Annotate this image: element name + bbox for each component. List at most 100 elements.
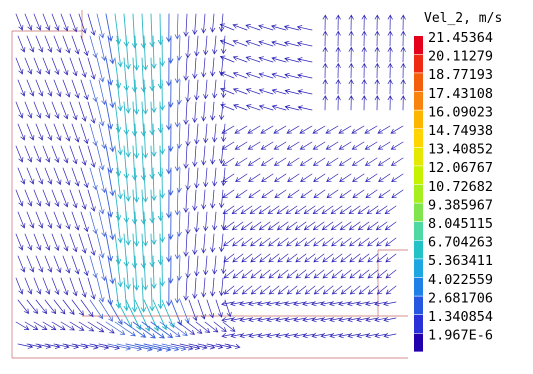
vector-arrow-135 <box>89 167 98 191</box>
vector-arrow-550 <box>330 205 343 215</box>
vector-arrow-101 <box>71 123 80 143</box>
vector-arrow-469 <box>234 125 248 134</box>
vector-arrow-606 <box>322 253 334 263</box>
vector-arrow-381 <box>224 299 232 318</box>
vector-arrow-434 <box>335 62 341 79</box>
legend-label-15: 1.340854 <box>428 309 493 325</box>
legend-label-11: 6.704263 <box>428 235 493 251</box>
vector-arrow-513 <box>261 173 274 183</box>
vector-arrow-368 <box>219 13 225 33</box>
vector-arrow-522 <box>378 173 391 183</box>
legend-swatch-7 <box>414 166 423 185</box>
vector-arrow-261 <box>159 123 165 155</box>
vector-arrow-50 <box>42 57 51 75</box>
vector-arrow-646 <box>340 285 352 295</box>
vector-arrow-109 <box>71 299 84 316</box>
vector-arrow-317 <box>188 299 198 322</box>
vector-arrow-238 <box>141 321 165 339</box>
vector-arrow-165 <box>107 123 115 153</box>
vector-arrow-547 <box>303 205 316 215</box>
vector-arrow-647 <box>349 285 361 295</box>
vector-arrow-290 <box>174 57 180 84</box>
vector-arrow-429 <box>258 72 274 79</box>
vector-arrow-670 <box>383 301 397 307</box>
legend-swatch-5 <box>414 129 423 147</box>
vector-arrow-379 <box>221 255 227 275</box>
vector-arrow-508 <box>377 157 391 166</box>
vector-arrow-307 <box>185 79 191 103</box>
vector-arrow-498 <box>247 157 261 166</box>
vector-arrow-688 <box>374 317 388 323</box>
vector-arrow-376 <box>219 189 225 209</box>
vector-arrow-77 <box>53 299 66 315</box>
vector-arrow-678 <box>284 317 298 323</box>
vector-arrow-571 <box>348 221 361 231</box>
vector-arrow-411 <box>400 30 406 47</box>
vector-arrow-143 <box>89 343 110 350</box>
vector-arrow-566 <box>303 221 316 231</box>
vector-arrow-103 <box>71 167 80 187</box>
vector-arrow-654 <box>239 301 253 307</box>
vector-arrow-174 <box>105 321 126 335</box>
vector-arrow-215 <box>133 167 140 203</box>
vector-arrow-432 <box>297 73 313 79</box>
vector-arrow-122 <box>78 233 87 254</box>
vector-arrow-459 <box>284 105 300 111</box>
vector-arrow-507 <box>364 157 378 166</box>
vector-arrow-313 <box>185 211 191 235</box>
vector-arrow-665 <box>338 301 352 307</box>
vector-arrow-361 <box>212 211 218 231</box>
vector-arrow-690 <box>221 333 235 339</box>
vector-arrow-64 <box>51 13 60 31</box>
vector-arrow-390 <box>296 25 313 31</box>
vector-arrow-142 <box>87 321 105 333</box>
vector-arrow-489 <box>312 141 326 150</box>
vector-arrow-220 <box>131 277 138 313</box>
vector-arrow-529 <box>287 189 300 199</box>
legend-swatch-9 <box>414 203 423 222</box>
vector-arrow-67 <box>53 79 62 98</box>
vector-arrow-157 <box>98 299 113 322</box>
vector-arrow-605 <box>313 253 325 263</box>
vector-arrow-652 <box>221 301 235 307</box>
vector-arrow-402 <box>271 40 287 47</box>
vector-arrow-10 <box>15 233 24 251</box>
vector-arrow-43 <box>35 255 44 273</box>
vector-arrow-302 <box>177 321 195 335</box>
vector-arrow-32 <box>33 13 42 31</box>
vector-arrow-58 <box>42 233 51 251</box>
vector-arrow-691 <box>230 333 244 339</box>
vector-arrow-555 <box>375 205 388 215</box>
vector-arrow-81 <box>62 35 71 54</box>
vector-arrow-230 <box>140 145 147 181</box>
vector-arrow-201 <box>125 211 131 246</box>
vector-arrow-343 <box>203 167 209 188</box>
vector-arrow-682 <box>320 317 334 323</box>
vector-arrow-107 <box>71 255 80 275</box>
vector-arrow-569 <box>330 221 343 231</box>
vector-arrow-168 <box>105 189 113 218</box>
vector-arrow-203 <box>125 255 131 290</box>
vector-arrow-350 <box>204 321 219 333</box>
vector-arrow-706 <box>365 333 379 339</box>
vector-arrow-455 <box>233 104 248 111</box>
vector-arrow-581 <box>268 237 280 247</box>
vector-arrow-649 <box>367 285 379 295</box>
vector-arrow-211 <box>133 79 140 115</box>
vector-arrow-138 <box>87 233 96 256</box>
vector-arrow-119 <box>80 167 89 189</box>
vector-arrow-286 <box>168 321 188 337</box>
vector-arrow-415 <box>258 56 274 63</box>
vector-arrow-423 <box>374 46 380 63</box>
vector-arrow-285 <box>170 299 183 326</box>
vector-arrow-584 <box>295 237 307 247</box>
vector-arrow-679 <box>293 317 307 323</box>
vector-arrow-595 <box>223 253 235 263</box>
vector-arrow-15 <box>17 343 34 349</box>
vector-arrow-61 <box>44 299 57 315</box>
vector-arrow-389 <box>283 24 300 31</box>
vector-arrow-167 <box>107 167 115 197</box>
vector-arrow-5 <box>17 123 26 141</box>
vector-arrow-400 <box>245 40 261 47</box>
vector-arrow-128 <box>87 13 96 36</box>
